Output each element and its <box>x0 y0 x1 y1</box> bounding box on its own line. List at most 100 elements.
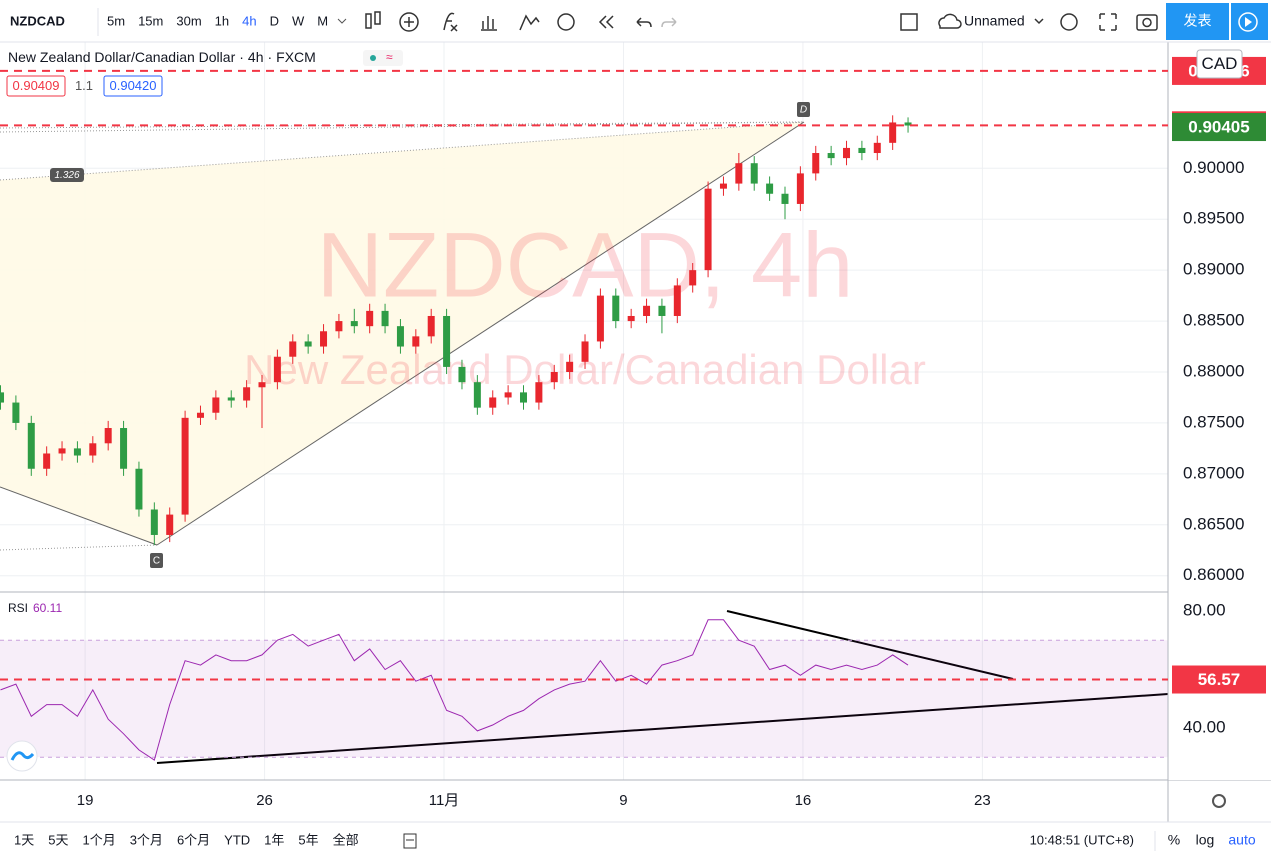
y-tick-label: 0.89500 <box>1183 209 1244 228</box>
candle-body <box>781 193 789 204</box>
range-button[interactable]: 1天 <box>14 832 34 847</box>
y-tick-label: 80.00 <box>1183 600 1226 619</box>
candle-body <box>166 514 174 535</box>
compare-icon[interactable] <box>519 14 540 31</box>
candle-body <box>873 142 881 154</box>
chart-icon[interactable] <box>481 16 497 31</box>
interval[interactable]: D <box>270 13 279 28</box>
percent-toggle[interactable]: % <box>1168 832 1180 848</box>
candle-body <box>796 173 804 204</box>
candle-body <box>412 336 420 347</box>
range-button[interactable]: 1年 <box>264 832 284 847</box>
layout-icon[interactable] <box>900 13 918 31</box>
candle-body <box>612 295 620 322</box>
candle-body <box>135 468 143 510</box>
range-button[interactable]: YTD <box>224 832 250 847</box>
pattern-line <box>0 121 805 133</box>
fx-icon[interactable] <box>443 12 458 32</box>
legend-source: FXCM <box>276 49 316 65</box>
pattern-line <box>0 544 158 551</box>
spread: 1.1 <box>75 78 93 93</box>
candle-body <box>73 448 81 456</box>
interval[interactable]: M <box>317 13 328 28</box>
x-tick-label: 26 <box>256 792 273 809</box>
legend-sep: · <box>239 49 244 65</box>
range-button[interactable]: 5天 <box>48 832 68 847</box>
candle-body <box>350 321 358 327</box>
publish-button[interactable] <box>1166 3 1229 40</box>
candle-body <box>827 153 835 159</box>
settings-icon[interactable] <box>1060 13 1078 31</box>
replay-icon[interactable] <box>598 15 614 29</box>
candle-body <box>273 356 281 383</box>
candle-body <box>396 326 404 347</box>
undo-icon[interactable] <box>636 17 652 28</box>
watermark: NZDCAD, 4h <box>317 214 854 316</box>
axes: 19 26 11月 9 16 23 0.86000 0.86500 0.87000 0.87500… <box>77 158 1245 809</box>
interval[interactable]: 15m <box>138 13 163 28</box>
rsi-pane <box>0 619 1168 761</box>
pattern-point-box <box>150 553 163 568</box>
alert-icon[interactable] <box>557 13 575 31</box>
toolbar-icons <box>365 11 1158 32</box>
currency-badge[interactable] <box>1196 49 1243 79</box>
interval[interactable]: 1h <box>215 13 229 28</box>
candle-body <box>750 163 758 184</box>
candle-style-icon[interactable] <box>365 13 372 29</box>
candle-body <box>258 382 266 388</box>
layout-name[interactable]: Unnamed <box>964 13 1025 29</box>
candle-body <box>104 428 112 444</box>
range-button[interactable]: 6个月 <box>177 832 210 847</box>
ask-box <box>103 75 163 97</box>
candle-body <box>120 428 128 469</box>
add-indicator-icon[interactable] <box>399 12 419 32</box>
indicator-icon: ≈ <box>386 50 393 64</box>
candle-body <box>627 315 635 322</box>
candle-body <box>535 382 543 403</box>
redo-icon[interactable] <box>661 17 677 28</box>
interval[interactable]: 4h <box>242 13 256 28</box>
fullscreen-icon[interactable] <box>1099 13 1117 31</box>
range-button[interactable]: 5年 <box>298 832 318 847</box>
candle-body <box>504 392 512 398</box>
candle-body <box>0 392 5 403</box>
log-toggle[interactable]: log <box>1196 832 1215 848</box>
candle-body <box>673 285 681 316</box>
candle-body <box>43 453 51 469</box>
range-button[interactable]: 3个月 <box>130 832 163 847</box>
dropdown-icon[interactable] <box>337 18 347 24</box>
rsi-band <box>0 640 1168 758</box>
x-tick-label: 9 <box>619 792 627 809</box>
auto-toggle[interactable]: auto <box>1228 832 1255 848</box>
legend-sep: · <box>267 49 272 65</box>
candle-body <box>596 295 604 342</box>
symbol[interactable]: NZDCAD <box>10 13 65 28</box>
goto-date-icon[interactable] <box>403 833 417 849</box>
rsi-title: RSI <box>8 601 28 615</box>
logo[interactable] <box>6 740 38 772</box>
candle-body <box>27 422 35 469</box>
candle-style-icon[interactable] <box>374 11 381 25</box>
x-tick-label: 19 <box>77 792 94 809</box>
settings-icon[interactable] <box>1212 794 1226 808</box>
indicator-badge[interactable] <box>363 50 403 66</box>
candle-body <box>766 183 774 194</box>
candle-body <box>335 321 343 332</box>
range-button[interactable]: 全部 <box>333 832 359 847</box>
candle-body <box>566 361 574 372</box>
interval[interactable]: 30m <box>176 13 201 28</box>
candle-body <box>581 341 589 362</box>
interval[interactable]: 5m <box>107 13 125 28</box>
candle-body <box>812 153 820 174</box>
candle-body <box>89 443 97 456</box>
interval[interactable]: W <box>292 13 305 28</box>
y-tick-label: 0.87000 <box>1183 463 1244 482</box>
snapshot-icon[interactable] <box>1136 14 1158 31</box>
cloud-icon[interactable] <box>938 13 962 29</box>
status-dot <box>370 55 376 61</box>
range-button[interactable]: 1个月 <box>82 832 115 847</box>
rsi-value: 60.11 <box>33 601 62 615</box>
pattern-point: C <box>153 556 160 567</box>
dropdown-icon[interactable] <box>1034 18 1044 25</box>
candle-body <box>704 188 712 271</box>
